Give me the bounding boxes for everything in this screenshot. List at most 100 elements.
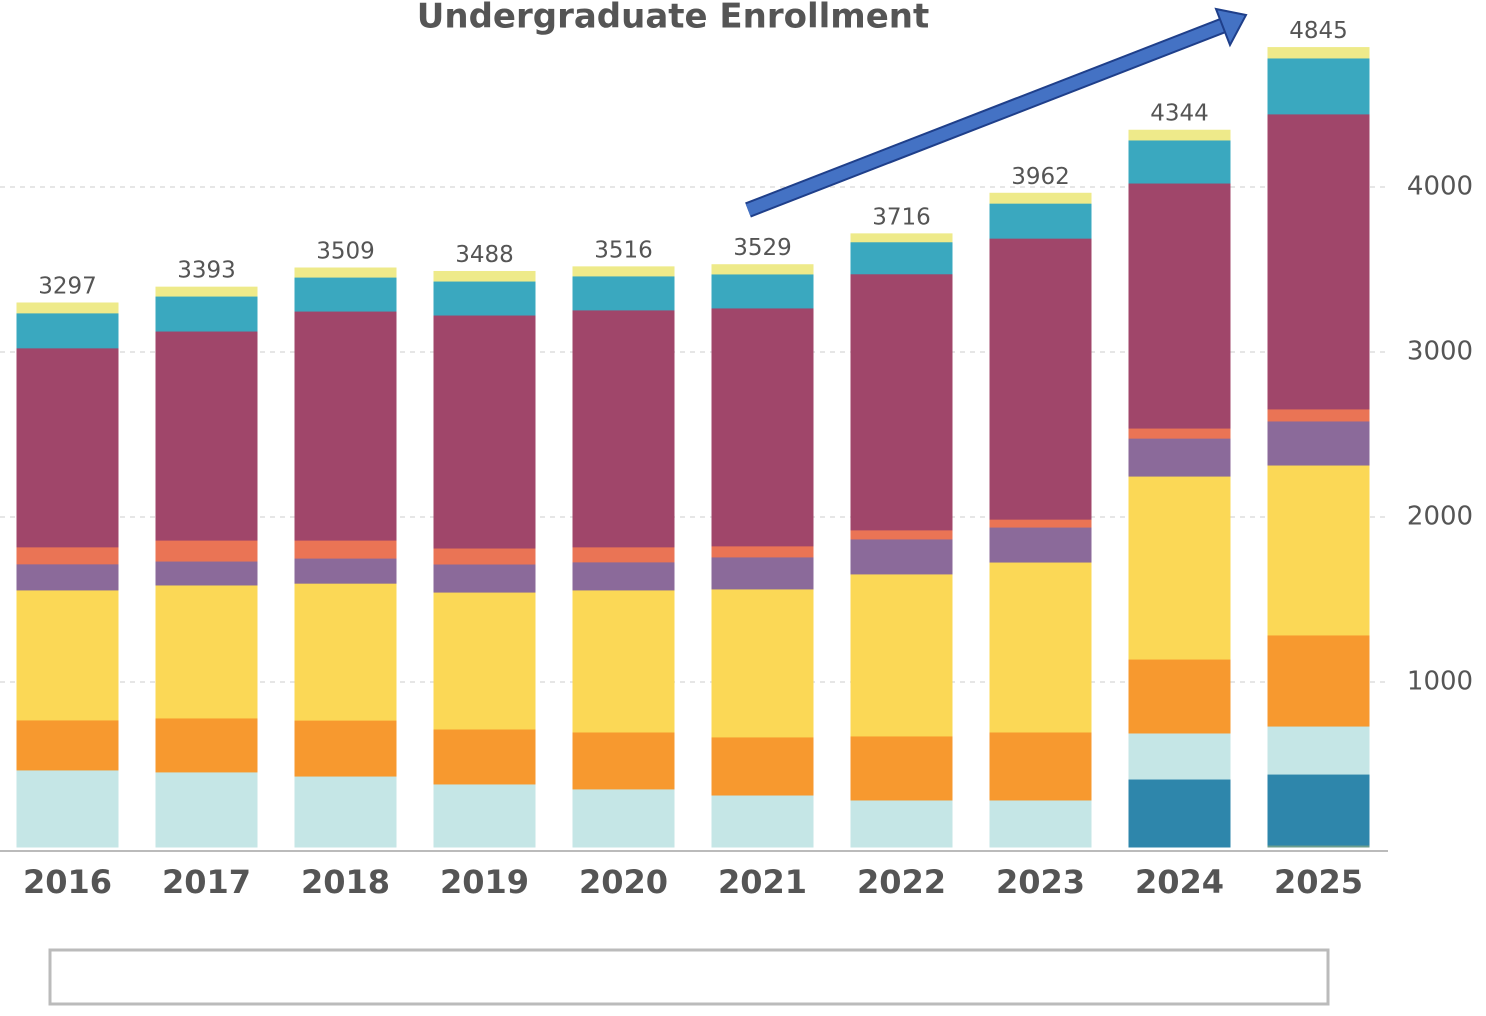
- bar-segment: [433, 547, 536, 565]
- bar-segment: [850, 233, 953, 243]
- bar-segment: [989, 202, 1092, 239]
- bar-segment: [16, 719, 119, 771]
- bar-segment: [294, 719, 397, 777]
- x-tick-label: 2024: [1135, 863, 1224, 901]
- bar-segment: [1267, 773, 1370, 846]
- bar-total: 3516: [594, 237, 653, 263]
- bar-segment: [1267, 57, 1370, 115]
- bar-segment: [433, 270, 536, 282]
- bar-segment: [711, 794, 814, 848]
- bar-segment: [572, 275, 675, 311]
- plot-area: 1000 2000 3000 4000 3297 2016 3393 2017 3509 2018…: [0, 18, 1473, 992]
- bar-segment: [294, 775, 397, 848]
- legend-box: [48, 948, 1330, 1006]
- bar-total: 4845: [1289, 18, 1348, 44]
- bar-segment: [850, 273, 953, 531]
- arrow-head: [1214, 7, 1248, 48]
- bar-segment: [1267, 420, 1370, 466]
- bar-segment: [1267, 47, 1370, 59]
- bar-segment: [711, 556, 814, 590]
- bar-segment: [989, 526, 1092, 563]
- chart-title: Undergraduate Enrollment: [417, 0, 929, 37]
- y-tick-label: 3000: [1407, 337, 1473, 367]
- x-tick-label: 2018: [301, 863, 390, 901]
- bar-segment: [989, 192, 1092, 204]
- bar-segment: [155, 717, 258, 773]
- bar-segment: [1128, 475, 1231, 660]
- x-tick-label: 2023: [996, 863, 1085, 901]
- bar-segment: [850, 241, 953, 275]
- bar-total: 3962: [1011, 164, 1070, 190]
- bar-segment: [572, 731, 675, 790]
- bar-segment: [433, 728, 536, 785]
- bar-segment: [155, 560, 258, 586]
- bar-segment: [433, 280, 536, 316]
- y-tick-label: 4000: [1407, 172, 1473, 202]
- bar-segment: [989, 731, 1092, 801]
- bar-segment: [850, 799, 953, 848]
- bar-segment: [1267, 464, 1370, 636]
- bar-segment: [572, 788, 675, 848]
- bar-segment: [16, 769, 119, 848]
- x-tick-label: 2016: [23, 863, 112, 901]
- x-tick-label: 2022: [857, 863, 946, 901]
- bar-segment: [711, 588, 814, 738]
- x-tick-label: 2019: [440, 863, 529, 901]
- bar-segment: [1267, 113, 1370, 410]
- bar-segment: [1267, 634, 1370, 727]
- bar-segment: [433, 783, 536, 848]
- bar-segment: [1128, 437, 1231, 477]
- bar-segment: [711, 736, 814, 796]
- bar-segment: [850, 573, 953, 737]
- bar-segment: [850, 735, 953, 801]
- y-tick-label: 2000: [1407, 502, 1473, 532]
- bar-segment: [433, 591, 536, 730]
- bar-segment: [572, 561, 675, 591]
- bar-segment: [155, 584, 258, 719]
- bar-segment: [16, 347, 119, 548]
- bar-total: 3529: [733, 235, 792, 261]
- bar-segment: [16, 302, 119, 314]
- bar-total: 4344: [1150, 101, 1209, 127]
- bar-segment: [155, 539, 258, 562]
- bar-segment: [294, 582, 397, 721]
- bar-segment: [572, 589, 675, 733]
- bar-segment: [294, 557, 397, 584]
- bar-segment: [16, 546, 119, 565]
- bar-segment: [433, 563, 536, 593]
- bar-segment: [989, 518, 1092, 528]
- bar-total: 3393: [177, 258, 236, 284]
- bar-segment: [850, 538, 953, 575]
- bar-total: 3488: [455, 242, 514, 268]
- x-tick-label: 2020: [579, 863, 668, 901]
- bar-segment: [1128, 427, 1231, 439]
- bar-segment: [711, 545, 814, 558]
- bar-segment: [294, 310, 397, 541]
- bar-segment: [1128, 139, 1231, 184]
- bar-segment: [1128, 778, 1231, 848]
- bar-segment: [155, 286, 258, 297]
- bar-segment: [16, 589, 119, 721]
- trend-arrow-fill: [745, 16, 1235, 216]
- bar-segment: [711, 307, 814, 547]
- bar-segment: [1267, 725, 1370, 775]
- bar-segment: [572, 266, 675, 277]
- bar-segment: [294, 276, 397, 312]
- bar-segment: [572, 546, 675, 563]
- bar-segment: [155, 295, 258, 332]
- bar-segment: [850, 529, 953, 540]
- bar-segment: [989, 799, 1092, 848]
- bar-segment: [1128, 732, 1231, 780]
- x-tick-label: 2017: [162, 863, 251, 901]
- y-tick-label: 1000: [1407, 667, 1473, 697]
- bar-segment: [572, 309, 675, 548]
- bar-segment: [1267, 408, 1370, 422]
- bar-segment: [1128, 658, 1231, 734]
- bar-segment: [294, 267, 397, 278]
- bar-segment: [294, 539, 397, 559]
- bar-segment: [16, 312, 119, 349]
- bar-segment: [711, 273, 814, 309]
- bar-segment: [989, 561, 1092, 733]
- bar-segment: [1128, 129, 1231, 141]
